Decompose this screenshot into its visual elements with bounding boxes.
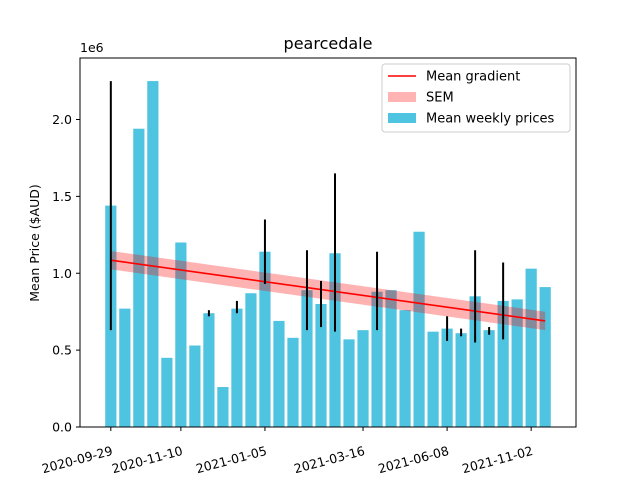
bar-31 (539, 287, 551, 427)
bar-7 (203, 313, 215, 427)
bar-20 (385, 290, 397, 427)
bar-4 (161, 357, 173, 427)
bar-15 (315, 304, 327, 427)
legend-box (381, 63, 571, 133)
bar-1 (119, 308, 131, 427)
bar-24 (441, 328, 453, 427)
bar-21 (399, 310, 411, 427)
mean-gradient-line (110, 259, 546, 322)
bar-30 (525, 268, 537, 427)
axes-group (79, 57, 577, 428)
bar-27 (483, 330, 495, 427)
legend-label: SEM (426, 91, 454, 106)
bar-28 (497, 300, 509, 427)
bar-9 (231, 308, 243, 427)
bar-17 (343, 339, 355, 427)
sem-band-group (110, 250, 546, 331)
bar-6 (189, 345, 201, 427)
legend-swatch-band (388, 92, 416, 102)
bar-12 (273, 320, 285, 427)
y-tick-label: 0.5 (52, 343, 72, 358)
bar-5 (175, 242, 187, 427)
legend-label: Mean weekly prices (426, 112, 555, 127)
bar-29 (511, 299, 523, 427)
bar-23 (427, 331, 439, 427)
y-tick-label: 1.0 (52, 266, 72, 281)
bar-14 (301, 290, 313, 427)
bar-18 (357, 330, 369, 427)
bar-26 (469, 296, 481, 427)
bar-13 (287, 337, 299, 427)
bar-16 (329, 253, 341, 427)
chart-title: pearcedale (284, 34, 373, 53)
legend-swatch-bar (388, 113, 416, 123)
y-tick-label: 0.0 (52, 420, 72, 435)
bar-19 (371, 291, 383, 427)
y-offset-label: 1e6 (80, 40, 104, 55)
error-bars-group (109, 81, 505, 343)
bar-25 (455, 333, 467, 427)
legend-label: Mean gradient (426, 70, 520, 85)
bar-8 (217, 387, 229, 427)
y-axis-label: Mean Price ($AUD) (27, 184, 42, 302)
y-tick-label: 1.5 (52, 189, 72, 204)
bar-10 (245, 293, 257, 427)
bars-group (105, 81, 551, 427)
bar-22 (413, 231, 425, 427)
legend: Mean gradient SEM Mean weekly prices (381, 63, 571, 133)
bar-2 (133, 128, 145, 427)
plot-frame (79, 57, 577, 428)
bar-11 (259, 251, 271, 427)
bar-3 (147, 81, 159, 427)
y-tick-label: 2.0 (52, 112, 72, 127)
